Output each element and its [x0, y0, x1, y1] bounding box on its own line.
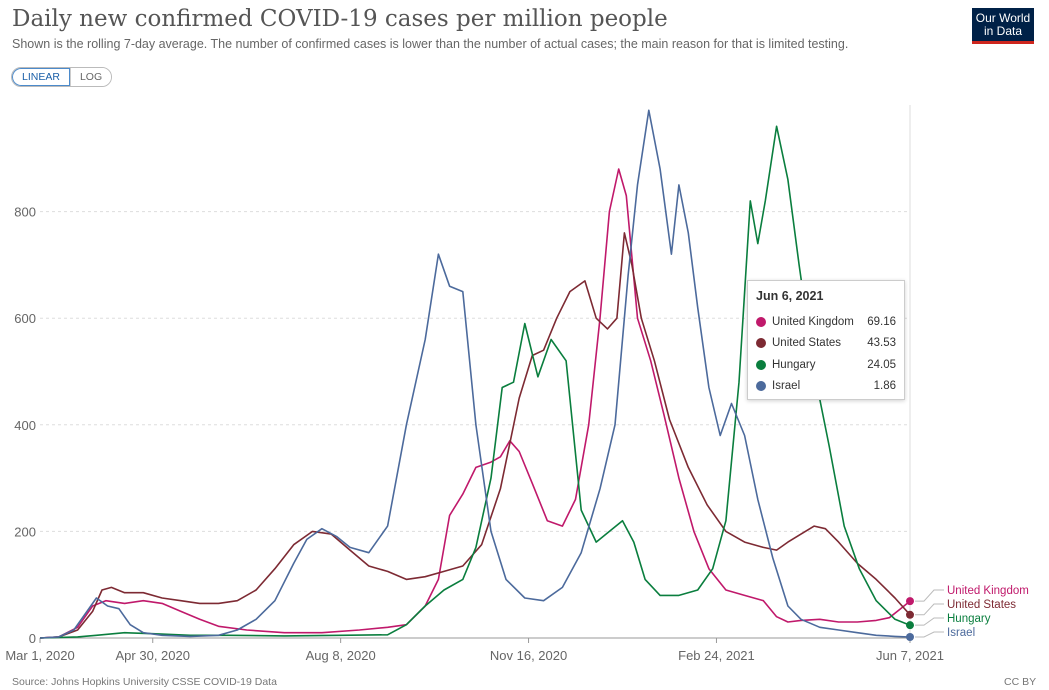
x-tick-label: Feb 24, 2021 — [678, 648, 755, 663]
y-tick-label: 800 — [14, 205, 36, 220]
series-end-label: Hungary — [947, 613, 991, 625]
series-end-marker — [906, 610, 914, 619]
series-color-swatch — [756, 359, 766, 370]
series-end-label: Israel — [947, 627, 975, 639]
series-color-swatch — [756, 381, 766, 392]
logo-line-2: in Data — [983, 24, 1023, 38]
series-line-israel — [39, 109, 911, 639]
y-tick-label: 400 — [14, 418, 36, 433]
end-label-connector — [915, 589, 944, 602]
end-label-connector — [915, 631, 944, 638]
y-tick-label: 600 — [14, 311, 36, 326]
license-link[interactable]: CC BY — [1004, 676, 1037, 688]
series-end-marker — [906, 597, 914, 606]
tooltip-row: Israel 1.86 — [756, 376, 896, 398]
series-end-label: United States — [947, 599, 1016, 611]
tooltip-series-value: 24.05 — [867, 358, 896, 371]
series-color-swatch — [756, 316, 766, 327]
series-line-hungary — [39, 125, 911, 639]
tooltip-series-name: Hungary — [772, 358, 816, 371]
tooltip-series-name: Israel — [772, 380, 801, 393]
end-label-connector — [915, 617, 944, 626]
chart-subtitle: Shown is the rolling 7-day average. The … — [12, 37, 849, 51]
tooltip-row: Hungary 24.05 — [756, 354, 896, 376]
series-line-united-kingdom — [39, 168, 911, 639]
tooltip-series-value: 43.53 — [867, 337, 896, 350]
tooltip-series-value: 69.16 — [867, 315, 896, 328]
tooltip-row: United States 43.53 — [756, 333, 896, 355]
series-end-marker — [906, 621, 914, 630]
x-tick-label: Mar 1, 2020 — [5, 648, 74, 663]
y-tick-label: 200 — [14, 524, 36, 539]
log-scale-button[interactable]: LOG — [69, 68, 112, 86]
source-note[interactable]: Source: Johns Hopkins University CSSE CO… — [12, 676, 277, 688]
series-line-united-states — [39, 232, 911, 639]
y-tick-label: 0 — [29, 631, 36, 646]
scale-toggle: LINEAR LOG — [11, 67, 113, 87]
hover-tooltip: Jun 6, 2021 United Kingdom 69.16 United … — [747, 280, 905, 400]
linear-scale-button[interactable]: LINEAR — [12, 68, 70, 86]
tooltip-date: Jun 6, 2021 — [756, 289, 824, 303]
chart-title: Daily new confirmed COVID-19 cases per m… — [12, 6, 668, 32]
x-tick-label: Jun 7, 2021 — [876, 648, 944, 663]
x-tick-label: Aug 8, 2020 — [306, 648, 376, 663]
logo-line-1: Our World — [975, 11, 1031, 25]
owid-logo[interactable]: Our World in Data — [972, 8, 1034, 44]
series-end-marker — [906, 633, 914, 642]
tooltip-series-value: 1.86 — [873, 380, 896, 393]
tooltip-series-name: United States — [772, 337, 842, 350]
tooltip-series-name: United Kingdom — [772, 315, 854, 328]
x-tick-label: Apr 30, 2020 — [116, 648, 190, 663]
end-label-connector — [915, 603, 944, 616]
tooltip-row: United Kingdom 69.16 — [756, 311, 896, 333]
series-color-swatch — [756, 338, 766, 349]
series-end-label: United Kingdom — [947, 585, 1029, 597]
x-tick-label: Nov 16, 2020 — [490, 648, 567, 663]
